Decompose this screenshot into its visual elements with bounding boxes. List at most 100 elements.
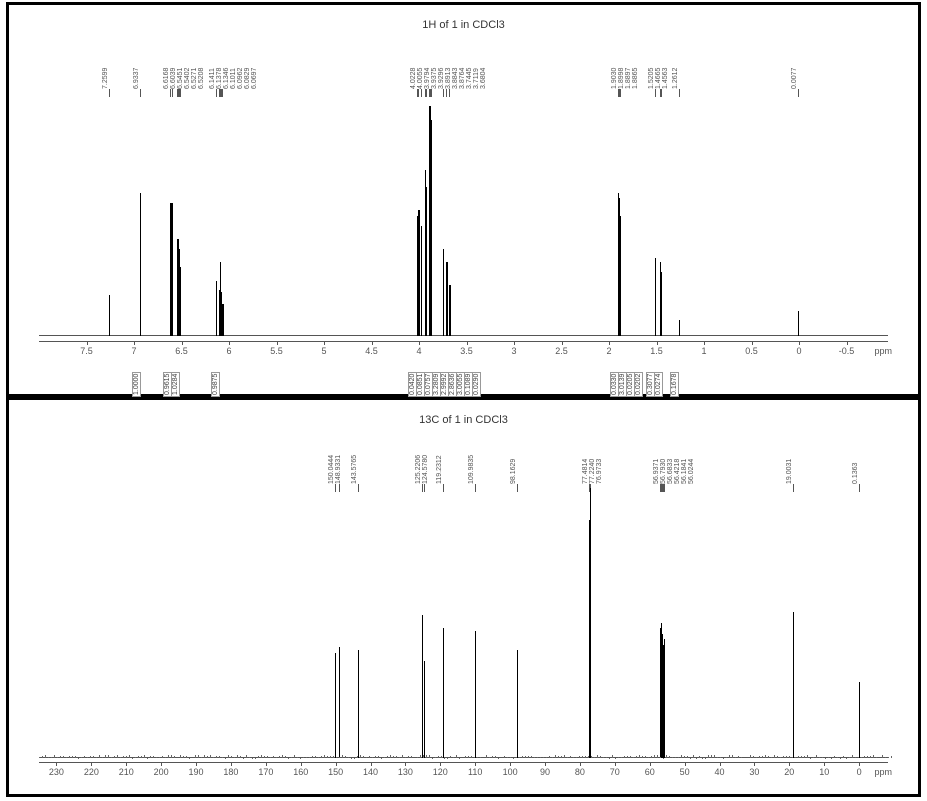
tick-label: 6.5 [175,346,188,356]
noise [219,756,220,758]
tick [475,762,476,766]
noise [753,756,754,758]
noise [267,756,268,758]
tick-label: 3 [511,346,516,356]
noise [324,755,325,758]
noise [399,757,400,758]
noise [363,756,364,758]
noise [861,757,862,758]
noise [726,757,727,758]
noise [93,756,94,758]
tick [419,341,420,345]
noise [282,755,283,758]
noise [768,756,769,758]
noise [195,755,196,758]
noise [198,755,199,758]
tick-label: 130 [398,767,413,777]
tick-label: 230 [49,767,64,777]
noise [204,755,205,758]
noise [531,756,532,758]
noise [306,757,307,758]
peak [418,210,419,337]
noise [135,757,136,758]
noise [171,755,172,758]
noise [453,757,454,758]
noise [591,756,592,758]
noise [858,757,859,758]
peak [222,304,223,336]
peak [172,203,173,336]
peak [655,258,656,336]
tick [514,341,515,345]
noise [849,757,850,758]
noise [750,755,751,758]
title-1h: 1H of 1 in CDCl3 [9,19,918,31]
tick [161,762,162,766]
noise [393,756,394,758]
peak [475,631,476,758]
integral-label: 0.1678 [670,372,679,397]
noise [372,757,373,758]
tick [615,762,616,766]
ppm-label: ppm [874,346,892,356]
noise [699,756,700,758]
noise [564,755,565,758]
integral-label: 0.0202 [634,372,643,397]
noise [138,756,139,758]
tick [824,762,825,766]
noise [537,757,538,758]
noise [876,757,877,758]
peak [443,628,444,758]
tick-label: 6 [226,346,231,356]
noise [684,756,685,758]
noise [162,756,163,758]
noise [60,756,61,758]
tick [91,762,92,766]
noise [114,756,115,758]
tick [87,341,88,345]
noise [174,756,175,758]
noise [714,755,715,758]
tick-label: 5 [321,346,326,356]
noise [639,755,640,758]
tick [859,762,860,766]
noise [456,755,457,758]
noise [309,757,310,758]
noise [87,757,88,758]
noise [63,756,64,758]
noise [543,757,544,758]
tick [650,762,651,766]
noise [291,757,292,758]
noise [330,756,331,758]
noise [504,756,505,758]
noise [342,755,343,758]
integral-label: 0.0274 [654,372,663,397]
noise [57,757,58,758]
noise [270,757,271,758]
noise [669,756,670,758]
noise [528,756,529,758]
noise [489,757,490,758]
noise [678,757,679,758]
tick-label: 0.5 [745,346,758,356]
noise [183,756,184,758]
peak [335,653,336,758]
tick-label: 7 [131,346,136,356]
noise [720,757,721,758]
noise [729,755,730,758]
noise [159,757,160,758]
tick-label: 10 [819,767,829,777]
noise [636,756,637,758]
noise [681,755,682,758]
noise [675,757,676,758]
noise [777,756,778,758]
peak [793,612,794,758]
noise [411,756,412,758]
noise [852,755,853,758]
noise [828,757,829,758]
tick [196,762,197,766]
peak [358,650,359,758]
noise [759,756,760,758]
noise [450,756,451,758]
noise [207,756,208,758]
